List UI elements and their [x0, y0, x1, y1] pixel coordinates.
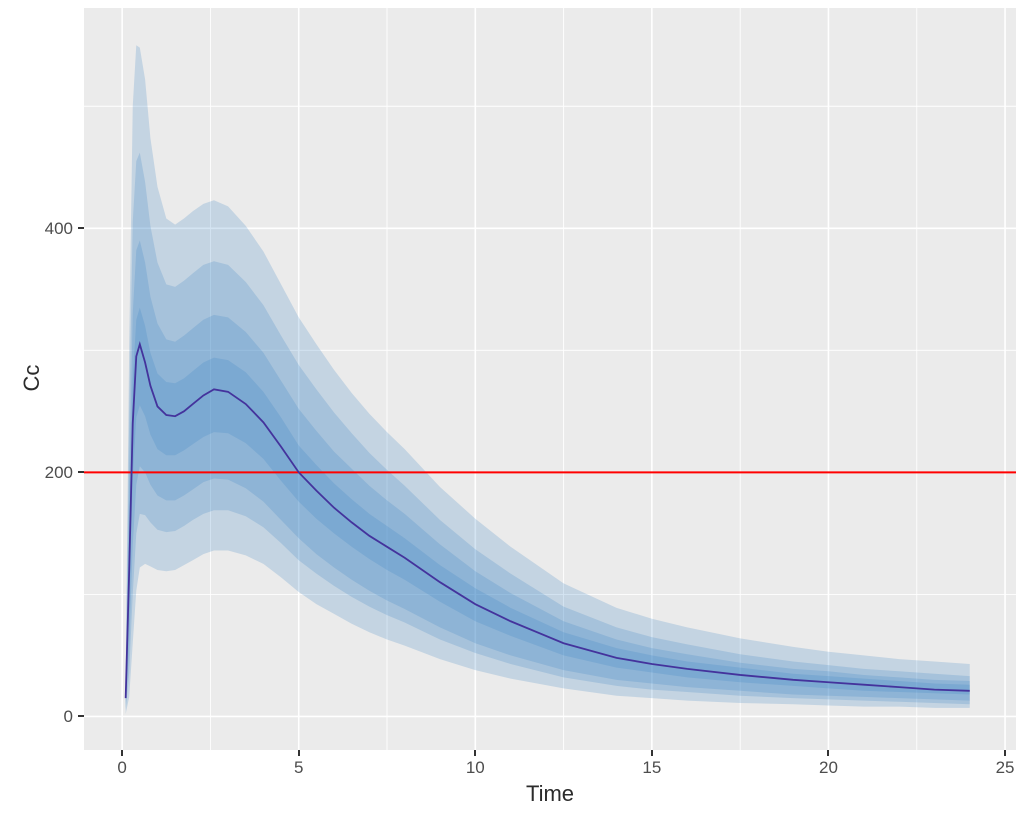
y-tick-mark [78, 715, 84, 718]
plot-panel [84, 8, 1016, 750]
prediction-band-80pct [125, 240, 970, 708]
x-tick-mark [1004, 750, 1007, 756]
x-tick-label: 15 [642, 758, 662, 777]
x-axis-title: Time [525, 781, 575, 806]
x-tick-mark [650, 750, 653, 756]
x-tick-label: 0 [117, 758, 127, 777]
y-tick-label: 200 [44, 463, 73, 483]
y-tick-mark [78, 227, 84, 230]
median-line [124, 340, 970, 699]
x-tick-label: 5 [293, 758, 304, 777]
y-tick-mark [78, 471, 84, 474]
y-tick-label: 400 [44, 219, 73, 239]
prediction-band-95pct [125, 45, 970, 714]
x-tick-mark [297, 750, 300, 756]
y-tick-label: 0 [63, 707, 73, 727]
plot-canvas [84, 8, 1016, 750]
x-tick-label: 25 [995, 758, 1015, 777]
x-tick-mark [474, 750, 477, 756]
x-tick-label: 10 [465, 758, 485, 777]
x-tick-mark [121, 750, 124, 756]
prediction-band-90pct [125, 152, 970, 711]
x-tick-label: 20 [819, 758, 838, 777]
x-tick-mark [827, 750, 830, 756]
y-axis-title: Cc [19, 364, 44, 392]
